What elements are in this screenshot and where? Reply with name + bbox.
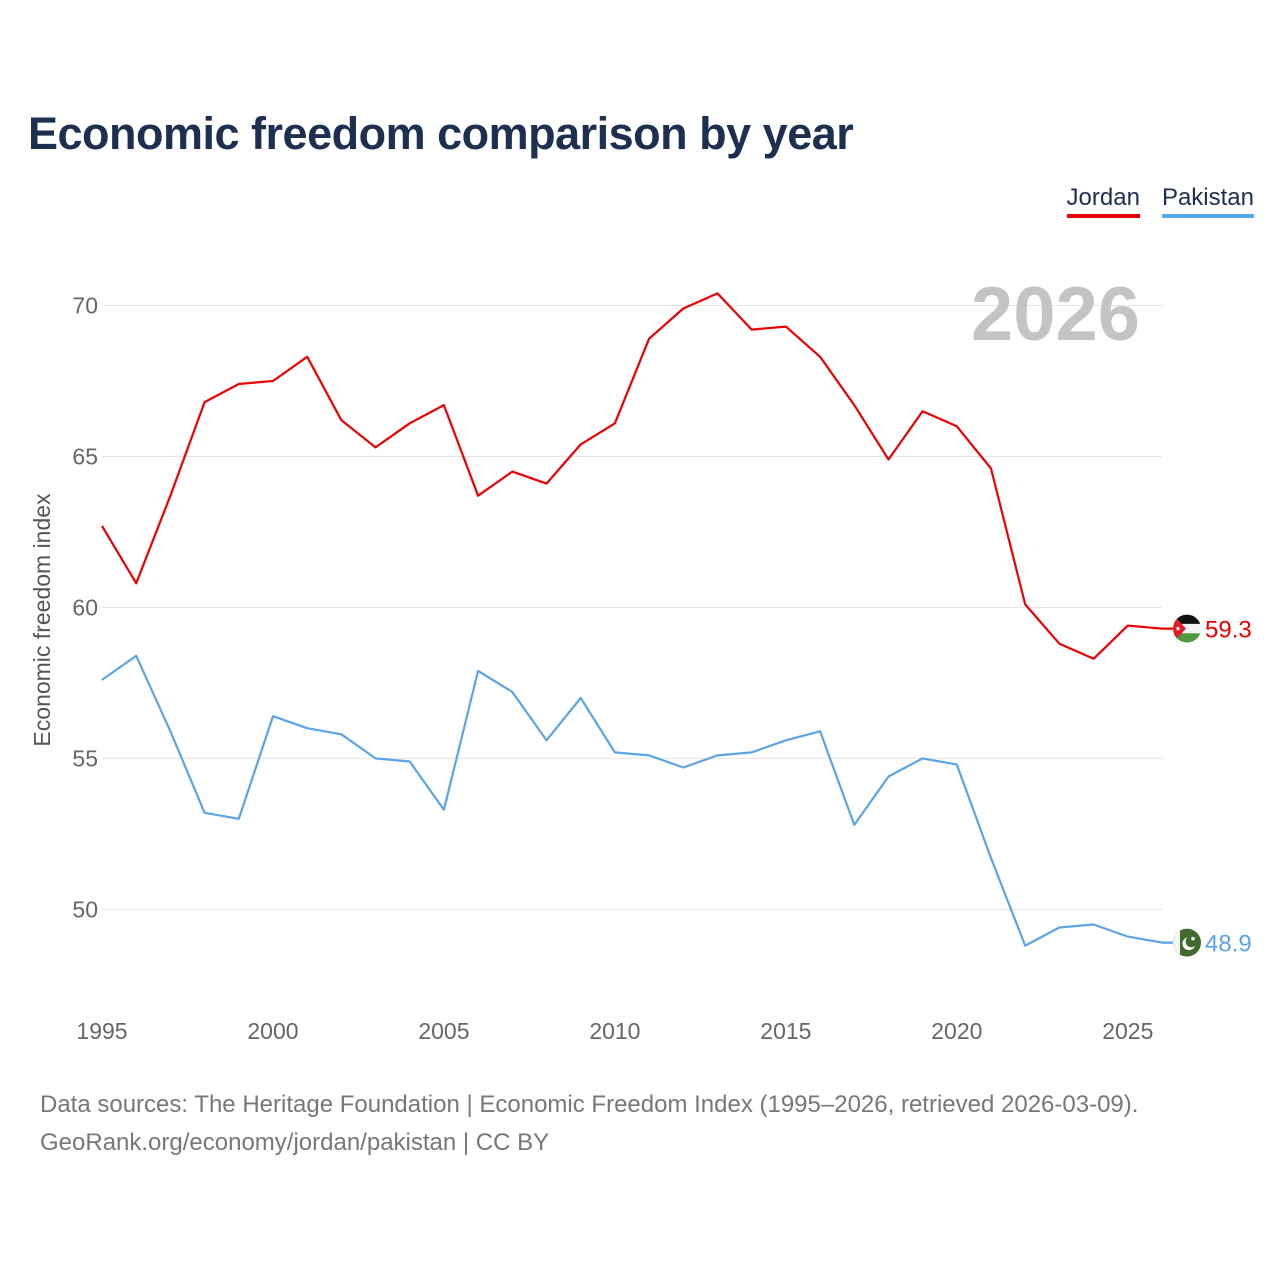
end-flags — [1173, 614, 1201, 957]
x-tick-label-2020: 2020 — [931, 1018, 982, 1044]
end-label-jordan: 59.3 — [1205, 617, 1252, 644]
footer: Data sources: The Heritage Foundation | … — [40, 1086, 1138, 1162]
x-tick-label-1995: 1995 — [76, 1018, 127, 1044]
y-tick-label-70: 70 — [72, 292, 98, 318]
series-lines — [101, 292, 1187, 947]
y-tick-label-55: 55 — [72, 745, 98, 771]
jordan-flag-icon — [1173, 614, 1201, 643]
x-tick-label-2000: 2000 — [247, 1018, 298, 1044]
x-tick-label-2025: 2025 — [1102, 1018, 1153, 1044]
y-tick-label-65: 65 — [72, 443, 98, 469]
pakistan-flag-icon — [1173, 928, 1201, 957]
y-tick-label-50: 50 — [72, 896, 98, 922]
x-tick-label-2015: 2015 — [760, 1018, 811, 1044]
line-chart: 2026 Economic freedom index 50 55 60 65 70 1… — [29, 272, 1252, 1044]
gridlines — [102, 304, 1162, 910]
y-tick-label-60: 60 — [72, 594, 98, 620]
series-line-jordan[interactable] — [101, 292, 1163, 660]
x-axis-ticks: 1995 2000 2005 2010 2015 2020 2025 — [76, 1018, 1153, 1044]
x-tick-label-2005: 2005 — [418, 1018, 469, 1044]
end-labels: 59.3 48.9 — [1205, 617, 1252, 958]
y-axis-title: Economic freedom index — [29, 493, 55, 747]
y-axis-ticks: 50 55 60 65 70 — [72, 292, 98, 922]
series-line-pakistan[interactable] — [101, 654, 1163, 947]
legend-item-jordan[interactable]: Jordan — [1066, 184, 1140, 218]
chart-title: Economic freedom comparison by year — [28, 108, 854, 159]
data-source-text: Data sources: The Heritage Foundation | … — [40, 1091, 1139, 1118]
legend: Jordan Pakistan — [1066, 184, 1254, 218]
end-label-pakistan: 48.9 — [1205, 931, 1252, 958]
x-tick-label-2010: 2010 — [589, 1018, 640, 1044]
attribution-text: GeoRank.org/economy/jordan/pakistan | CC… — [40, 1129, 550, 1156]
legend-item-pakistan[interactable]: Pakistan — [1161, 184, 1254, 218]
year-label: 2026 — [971, 272, 1140, 357]
